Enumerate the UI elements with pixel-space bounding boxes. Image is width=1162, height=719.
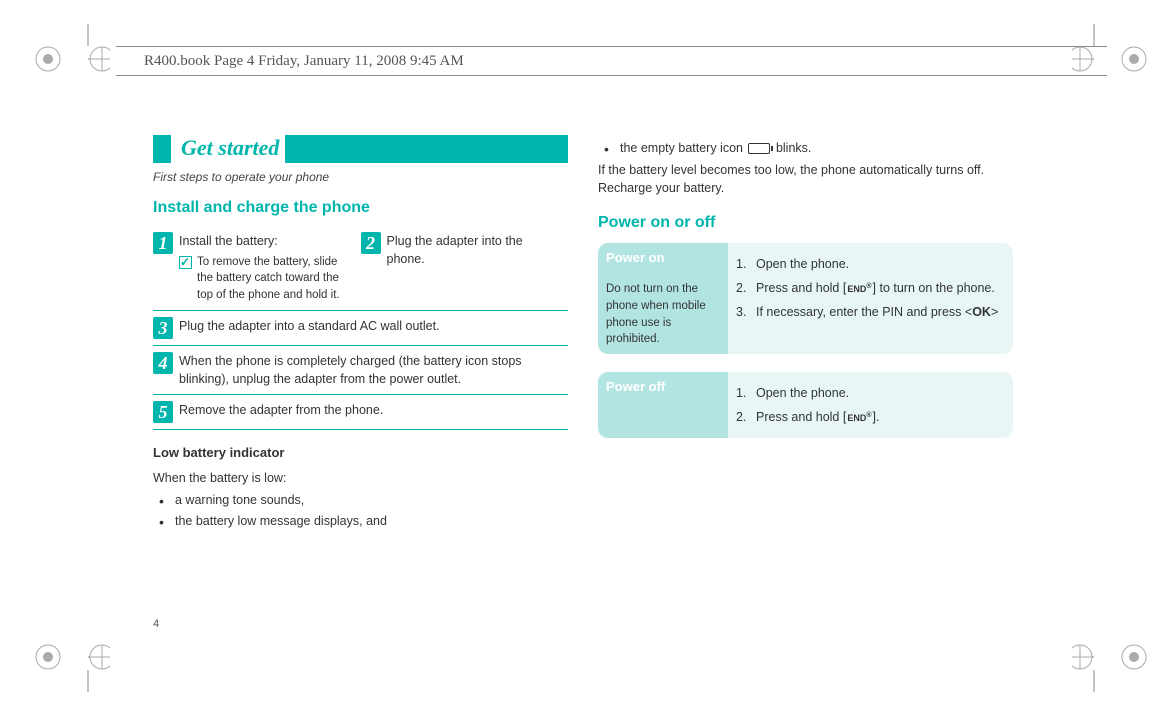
text-fragment: Press and hold [ — [756, 410, 846, 424]
ordered-steps: Open the phone. Press and hold [END®]. — [736, 384, 1005, 426]
header-text: R400.book Page 4 Friday, January 11, 200… — [144, 53, 464, 70]
crop-mark-icon — [1072, 632, 1152, 692]
list-item: a warning tone sounds, — [159, 491, 568, 509]
list-item: Open the phone. — [736, 384, 1005, 402]
step-number-icon: 3 — [153, 317, 173, 339]
step-number-icon: 4 — [153, 352, 173, 374]
power-on-label-cell: Power on Do not turn on the phone when m… — [598, 243, 728, 355]
body-text: If the battery level becomes too low, th… — [598, 161, 1013, 197]
step-text: When the phone is completely charged (th… — [179, 352, 564, 388]
power-on-steps-cell: Open the phone. Press and hold [END®] to… — [728, 243, 1013, 355]
text-fragment: ] to turn on the phone. — [873, 281, 995, 295]
list-item: If necessary, enter the PIN and press <O… — [736, 303, 1005, 321]
left-column: Get started First steps to operate your … — [153, 135, 568, 533]
battery-empty-icon — [748, 143, 770, 154]
document-header: R400.book Page 4 Friday, January 11, 200… — [116, 46, 1107, 76]
list-item: Open the phone. — [736, 255, 1005, 273]
list-item: Press and hold [END®] to turn on the pho… — [736, 279, 1005, 297]
step-3: 3 Plug the adapter into a standard AC wa… — [153, 311, 568, 346]
step-text: Install the battery: — [179, 232, 357, 250]
page-number: 4 — [153, 618, 159, 630]
section-heading: Install and charge the phone — [153, 196, 568, 219]
crop-mark-icon — [30, 24, 110, 84]
subheading: Low battery indicator — [153, 444, 568, 463]
power-on-caution: Do not turn on the phone when mobile pho… — [606, 281, 720, 348]
list-item: the empty battery icon blinks. — [604, 139, 1013, 157]
check-icon — [179, 256, 192, 269]
chapter-title-bar: Get started — [153, 135, 568, 163]
ok-key: OK — [972, 305, 991, 319]
body-text: When the battery is low: — [153, 469, 568, 487]
step-4: 4 When the phone is completely charged (… — [153, 346, 568, 395]
chapter-title: Get started — [171, 132, 285, 166]
power-off-title: Power off — [606, 379, 665, 394]
step-note: To remove the battery, slide the battery… — [179, 254, 357, 304]
power-on-table: Power on Do not turn on the phone when m… — [598, 243, 1013, 355]
bullet-list: the empty battery icon blinks. — [598, 139, 1013, 157]
text-fragment: If necessary, enter the PIN and press < — [756, 305, 972, 319]
power-off-steps-cell: Open the phone. Press and hold [END®]. — [728, 372, 1013, 438]
text-fragment: Press and hold [ — [756, 281, 846, 295]
text-fragment: blinks. — [776, 141, 811, 155]
step-note-text: To remove the battery, slide the battery… — [197, 256, 340, 301]
power-on-title: Power on — [606, 250, 665, 265]
step-1: 1 Install the battery: To remove the bat… — [153, 228, 361, 310]
right-column: the empty battery icon blinks. If the ba… — [598, 135, 1013, 533]
step-number-icon: 1 — [153, 232, 173, 254]
page-content: Get started First steps to operate your … — [113, 100, 1053, 630]
power-off-table: Power off Open the phone. Press and hold… — [598, 372, 1013, 438]
section-heading: Power on or off — [598, 211, 1013, 234]
list-item: Press and hold [END®]. — [736, 408, 1005, 426]
end-key-icon: END® — [846, 282, 872, 296]
step-5: 5 Remove the adapter from the phone. — [153, 395, 568, 430]
crop-mark-icon — [30, 632, 110, 692]
list-item: the battery low message displays, and — [159, 512, 568, 530]
chapter-subtitle: First steps to operate your phone — [153, 169, 568, 186]
step-text: Plug the adapter into a standard AC wall… — [179, 317, 564, 339]
step-number-icon: 5 — [153, 401, 173, 423]
end-key-icon: END® — [846, 411, 872, 425]
bullet-list: a warning tone sounds, the battery low m… — [153, 491, 568, 530]
ordered-steps: Open the phone. Press and hold [END®] to… — [736, 255, 1005, 321]
text-fragment: > — [991, 305, 998, 319]
power-off-label-cell: Power off — [598, 372, 728, 438]
step-text: Plug the adapter into the phone. — [387, 232, 565, 304]
text-fragment: ]. — [873, 410, 880, 424]
step-text: Remove the adapter from the phone. — [179, 401, 564, 423]
text-fragment: the empty battery icon — [620, 141, 746, 155]
steps-row-1-2: 1 Install the battery: To remove the bat… — [153, 228, 568, 311]
step-number-icon: 2 — [361, 232, 381, 254]
step-2: 2 Plug the adapter into the phone. — [361, 228, 569, 310]
